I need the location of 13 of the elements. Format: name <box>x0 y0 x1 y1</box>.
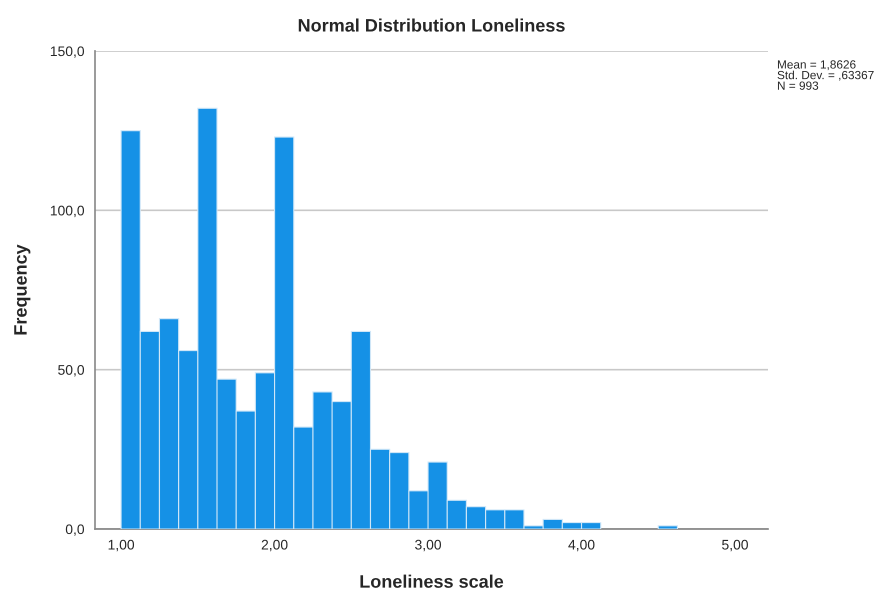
y-tick-label: 50,0 <box>58 365 84 376</box>
x-tick-label: 1,00 <box>108 540 134 552</box>
text: Mean = 1,8626 Std. Dev. = ,63367 N = 993 <box>778 60 874 90</box>
x-tick-label: 4,00 <box>568 540 594 552</box>
x-tick-label: 3,00 <box>415 540 442 552</box>
chart-title: Normal Distribution Loneliness <box>298 18 565 32</box>
x-tick-label: 2,00 <box>262 540 288 552</box>
y-axis-title: Frequency <box>14 244 30 334</box>
y-tick-label: 100,0 <box>50 206 84 218</box>
y-tick-label: 150,0 <box>50 46 84 58</box>
x-axis-title: Loneliness scale <box>360 574 504 588</box>
x-tick-label: 5,00 <box>722 540 748 552</box>
y-tick-label: 0,0 <box>66 524 84 536</box>
